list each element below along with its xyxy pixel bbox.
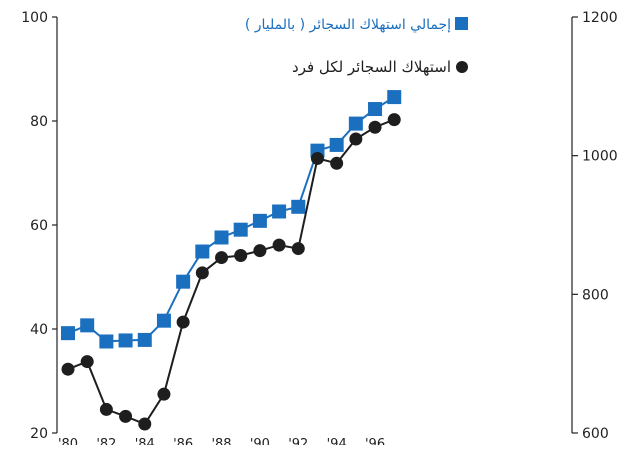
left-axis-tick-label: 80 bbox=[30, 114, 48, 130]
legend-item-0: إجمالي استهلاك السجائر ( بالمليار ) bbox=[245, 17, 468, 33]
data-point-circle bbox=[368, 120, 382, 134]
data-point-circle bbox=[349, 132, 363, 146]
legend-label: استهلاك السجائر لكل فرد bbox=[292, 58, 451, 76]
data-point-square bbox=[291, 199, 306, 214]
x-axis-tick-label: '90 bbox=[250, 437, 270, 445]
x-axis-tick-label: '88 bbox=[211, 437, 231, 445]
data-point-square bbox=[118, 333, 133, 348]
right-axis-tick-label: 1000 bbox=[582, 149, 618, 165]
data-point-circle bbox=[272, 238, 286, 252]
data-point-circle bbox=[157, 387, 171, 401]
data-point-circle bbox=[119, 409, 133, 423]
left-axis-tick-label: 100 bbox=[21, 10, 48, 26]
data-point-square bbox=[61, 326, 75, 341]
data-point-circle bbox=[61, 362, 75, 376]
data-point-square bbox=[214, 230, 229, 245]
data-point-square bbox=[348, 116, 363, 131]
left-axis-tick-label: 20 bbox=[30, 426, 48, 442]
data-point-square bbox=[195, 244, 210, 259]
left-axis-tick-label: 40 bbox=[30, 322, 48, 338]
data-point-circle bbox=[387, 113, 401, 127]
x-axis-tick-label: '80 bbox=[58, 437, 78, 445]
legend: إجمالي استهلاك السجائر ( بالمليار ) استهل… bbox=[245, 17, 468, 76]
data-point-circle bbox=[215, 251, 229, 265]
x-axis-tick-label: '94 bbox=[327, 437, 347, 445]
x-axis-tick-label: '92 bbox=[288, 437, 308, 445]
data-point-square bbox=[329, 137, 344, 152]
data-point-circle bbox=[176, 315, 190, 329]
legend-square-marker bbox=[455, 17, 468, 30]
x-axis-tick-label: '82 bbox=[96, 437, 116, 445]
left-axis-tick-label: 60 bbox=[30, 218, 48, 234]
data-point-circle bbox=[253, 244, 267, 258]
data-point-circle bbox=[99, 402, 113, 416]
data-point-square bbox=[272, 204, 287, 219]
series-0 bbox=[61, 90, 402, 349]
data-point-square bbox=[99, 334, 114, 349]
data-point-circle bbox=[310, 151, 324, 165]
data-point-circle bbox=[330, 156, 344, 170]
data-point-circle bbox=[291, 242, 305, 256]
x-axis-tick-label: '84 bbox=[135, 437, 155, 445]
data-point-square bbox=[176, 274, 191, 289]
x-axis-tick-label: '96 bbox=[365, 437, 385, 445]
data-point-square bbox=[368, 102, 383, 117]
data-point-square bbox=[80, 318, 95, 333]
legend-item-1: استهلاك السجائر لكل فرد bbox=[292, 58, 468, 76]
data-point-square bbox=[156, 313, 171, 328]
data-point-circle bbox=[138, 417, 152, 431]
right-axis-tick-label: 800 bbox=[582, 287, 609, 303]
series-1 bbox=[61, 113, 401, 431]
data-point-square bbox=[252, 213, 267, 228]
data-point-circle bbox=[80, 355, 94, 369]
data-point-square bbox=[233, 222, 248, 237]
data-point-square bbox=[387, 90, 402, 105]
data-point-circle bbox=[195, 266, 209, 280]
series-line bbox=[67, 118, 395, 426]
series-layer bbox=[61, 90, 402, 431]
right-axis-tick-label: 1200 bbox=[582, 10, 618, 26]
legend-label: إجمالي استهلاك السجائر ( بالمليار ) bbox=[245, 17, 451, 33]
legend-circle-marker bbox=[456, 61, 468, 73]
series-line bbox=[67, 96, 395, 343]
right-axis-tick-label: 600 bbox=[582, 426, 609, 442]
data-point-circle bbox=[234, 249, 248, 263]
data-point-square bbox=[137, 332, 152, 347]
x-axis-tick-label: '86 bbox=[173, 437, 193, 445]
